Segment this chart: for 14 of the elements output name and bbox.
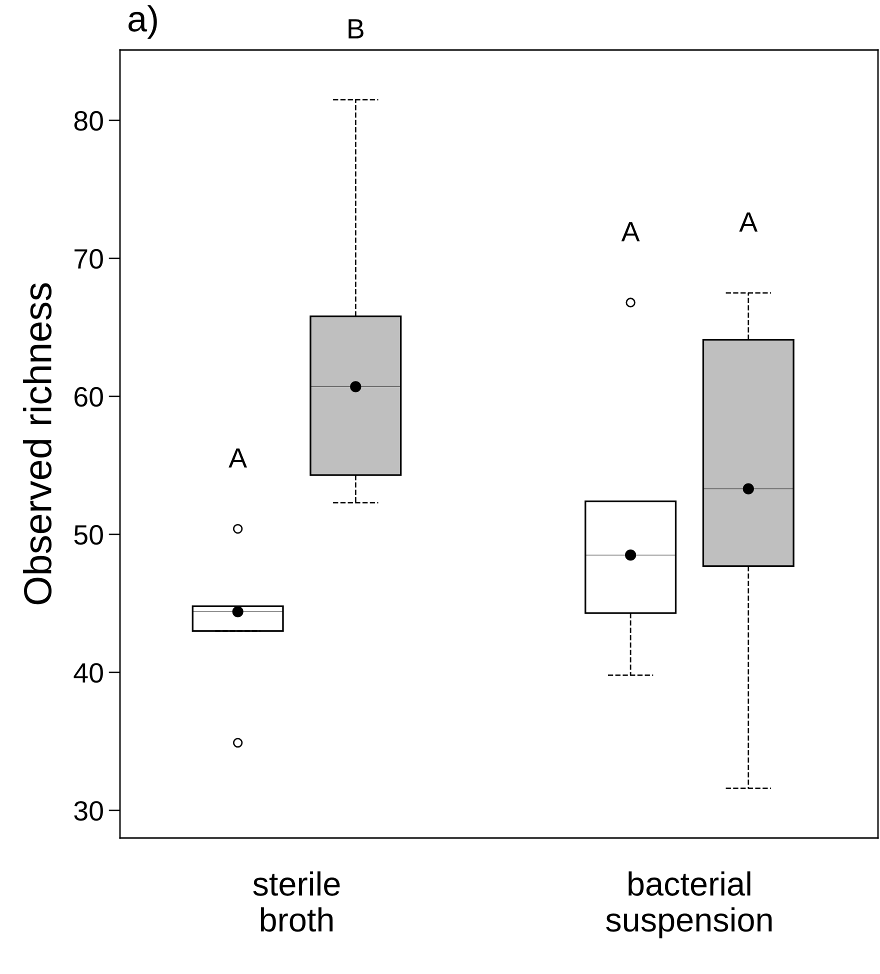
chart-title: a) (128, 5, 157, 39)
y-tick-label: 50 (74, 525, 103, 545)
x-tick-label: bacterial suspension (606, 871, 772, 938)
annotation: A (228, 448, 248, 468)
y-tick-label: 70 (74, 249, 103, 269)
x-tick-label: sterile broth (253, 871, 340, 932)
y-tick-label: 40 (74, 663, 103, 683)
y-tick-label: 30 (74, 801, 103, 821)
annotation: A (739, 212, 758, 232)
y-tick-label: 80 (74, 111, 103, 131)
y-tick-label: 60 (74, 387, 103, 407)
text: B (348, 19, 364, 38)
y-axis-title: Observed richness (22, 283, 52, 604)
annotation: A (621, 222, 640, 242)
